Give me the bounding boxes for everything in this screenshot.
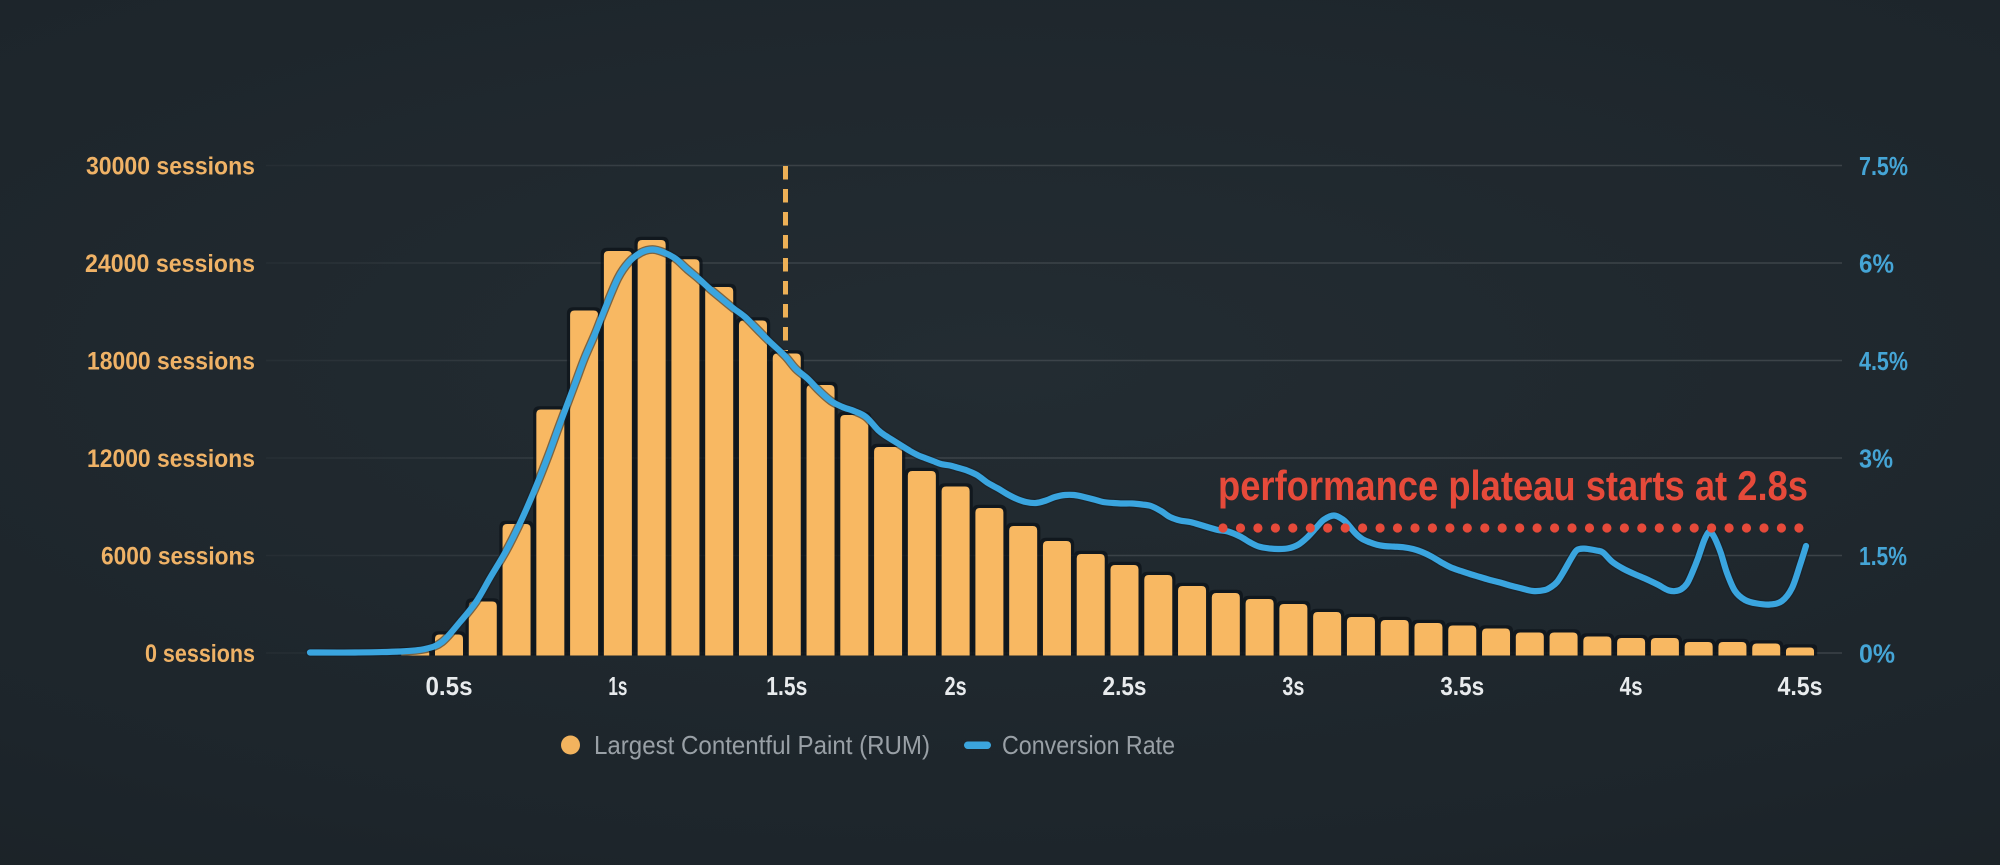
svg-text:0 sessions: 0 sessions: [145, 640, 255, 668]
svg-text:0.5s: 0.5s: [426, 671, 473, 701]
svg-text:3s: 3s: [1282, 671, 1304, 701]
svg-text:4s: 4s: [1620, 671, 1643, 701]
svg-text:1.5%: 1.5%: [1859, 541, 1907, 571]
svg-text:7.5%: 7.5%: [1859, 151, 1908, 181]
svg-text:performance plateau starts at: performance plateau starts at 2.8s: [1218, 462, 1808, 509]
svg-text:6%: 6%: [1859, 249, 1894, 279]
svg-text:0%: 0%: [1859, 639, 1895, 669]
svg-text:Largest Contentful Paint (RUM): Largest Contentful Paint (RUM): [594, 730, 930, 760]
svg-text:18000 sessions: 18000 sessions: [87, 348, 255, 376]
svg-text:4.5s: 4.5s: [1778, 671, 1823, 701]
svg-text:6000 sessions: 6000 sessions: [101, 543, 255, 571]
svg-text:4.5%: 4.5%: [1859, 346, 1908, 376]
svg-text:12000 sessions: 12000 sessions: [87, 445, 255, 473]
svg-text:1.5s: 1.5s: [766, 671, 807, 701]
svg-text:2s: 2s: [945, 671, 967, 701]
svg-text:3%: 3%: [1859, 444, 1893, 474]
svg-text:30000 sessions: 30000 sessions: [86, 153, 255, 181]
svg-text:1s: 1s: [608, 671, 627, 701]
svg-text:24000 sessions: 24000 sessions: [85, 250, 255, 278]
svg-text:2.5s: 2.5s: [1103, 671, 1147, 701]
svg-text:3.5s: 3.5s: [1440, 671, 1484, 701]
svg-text:Conversion Rate: Conversion Rate: [1002, 730, 1175, 760]
